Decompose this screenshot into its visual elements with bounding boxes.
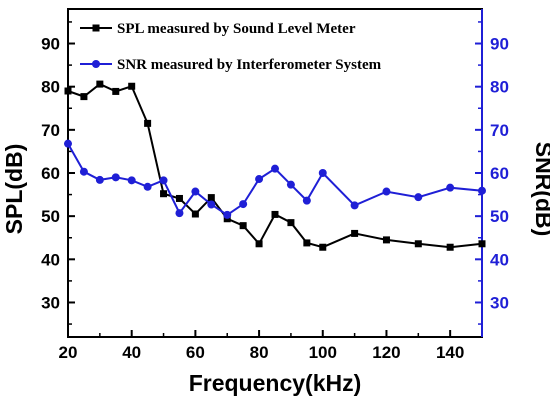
data-point-snr: [159, 176, 168, 185]
x-tick-label: 120: [372, 343, 400, 362]
y-left-tick-label: 30: [41, 293, 60, 312]
data-point-snr: [478, 186, 486, 195]
x-tick-label: 20: [59, 343, 78, 362]
data-point-snr: [143, 182, 152, 191]
data-point-snr: [223, 210, 232, 219]
data-point-spl: [478, 240, 486, 248]
x-axis-title: Frequency(kHz): [189, 370, 362, 396]
data-point-spl: [191, 210, 199, 218]
y-left-tick-label: 50: [41, 207, 60, 226]
data-point-snr: [111, 173, 120, 182]
data-point-spl: [319, 243, 327, 251]
data-point-spl: [160, 190, 168, 198]
data-point-spl: [303, 239, 311, 247]
data-point-spl: [175, 194, 183, 202]
data-point-spl: [112, 87, 120, 95]
y-right-tick-label: 80: [490, 78, 509, 97]
data-point-spl: [446, 243, 454, 251]
data-point-snr: [207, 200, 216, 209]
data-point-snr: [382, 187, 391, 196]
series-layer: [64, 80, 486, 251]
data-point-spl: [207, 194, 215, 202]
x-tick-label: 80: [250, 343, 269, 362]
data-point-spl: [351, 229, 359, 237]
data-point-snr: [350, 201, 359, 210]
legend-label-spl: SPL measured by Sound Level Meter: [117, 21, 356, 37]
data-point-snr: [446, 183, 455, 192]
data-point-snr: [286, 180, 295, 189]
legend: SPL measured by Sound Level Meter SNR me…: [80, 21, 382, 73]
data-point-snr: [64, 139, 72, 148]
y-axis-left-title: SPL(dB): [1, 144, 27, 235]
y-right-tick-label: 50: [490, 207, 509, 226]
x-tick-label: 100: [309, 343, 337, 362]
data-point-snr: [95, 175, 104, 184]
data-point-snr: [318, 169, 327, 177]
y-left-tick-label: 60: [41, 164, 60, 183]
data-point-spl: [271, 210, 279, 218]
x-tick-label: 140: [436, 343, 464, 362]
data-point-snr: [127, 176, 136, 185]
data-point-spl: [255, 240, 263, 248]
y-right-tick-label: 70: [490, 121, 509, 140]
data-point-spl: [128, 82, 136, 90]
y-right-tick-label: 40: [490, 250, 509, 269]
data-point-spl: [96, 80, 104, 88]
legend-marker-spl: [92, 24, 100, 32]
series-line-spl: [67, 82, 483, 249]
data-point-snr: [414, 193, 423, 202]
ticks-layer: 20 40 60 80 100 120 140 30 30 40 40 50 50 60 60 70 70 80 8…: [41, 21, 509, 362]
y-right-tick-label: 60: [490, 164, 509, 183]
legend-marker-snr: [92, 60, 100, 68]
data-point-snr: [191, 187, 200, 196]
y-left-tick-label: 90: [41, 35, 60, 54]
x-tick-label: 40: [122, 343, 141, 362]
data-point-spl: [64, 87, 72, 95]
data-point-spl: [382, 236, 390, 244]
x-tick-label: 60: [186, 343, 205, 362]
data-point-spl: [414, 240, 422, 248]
data-point-spl: [144, 119, 152, 127]
data-point-spl: [287, 219, 295, 227]
data-point-snr: [271, 164, 279, 173]
y-right-tick-label: 30: [490, 293, 509, 312]
series-line-snr: [67, 143, 483, 217]
y-right-tick-label: 90: [490, 35, 509, 54]
data-point-spl: [80, 93, 88, 101]
data-point-spl: [239, 222, 247, 230]
y-left-tick-label: 40: [41, 250, 60, 269]
y-left-tick-label: 70: [41, 121, 60, 140]
data-point-snr: [255, 175, 264, 184]
data-point-snr: [79, 167, 88, 176]
legend-label-snr: SNR measured by Interferometer System: [117, 57, 382, 73]
y-axis-right-title: SNR(dB): [531, 142, 550, 237]
data-point-snr: [175, 209, 184, 218]
data-point-snr: [239, 200, 248, 209]
data-point-snr: [302, 196, 311, 205]
y-left-tick-label: 80: [41, 78, 60, 97]
